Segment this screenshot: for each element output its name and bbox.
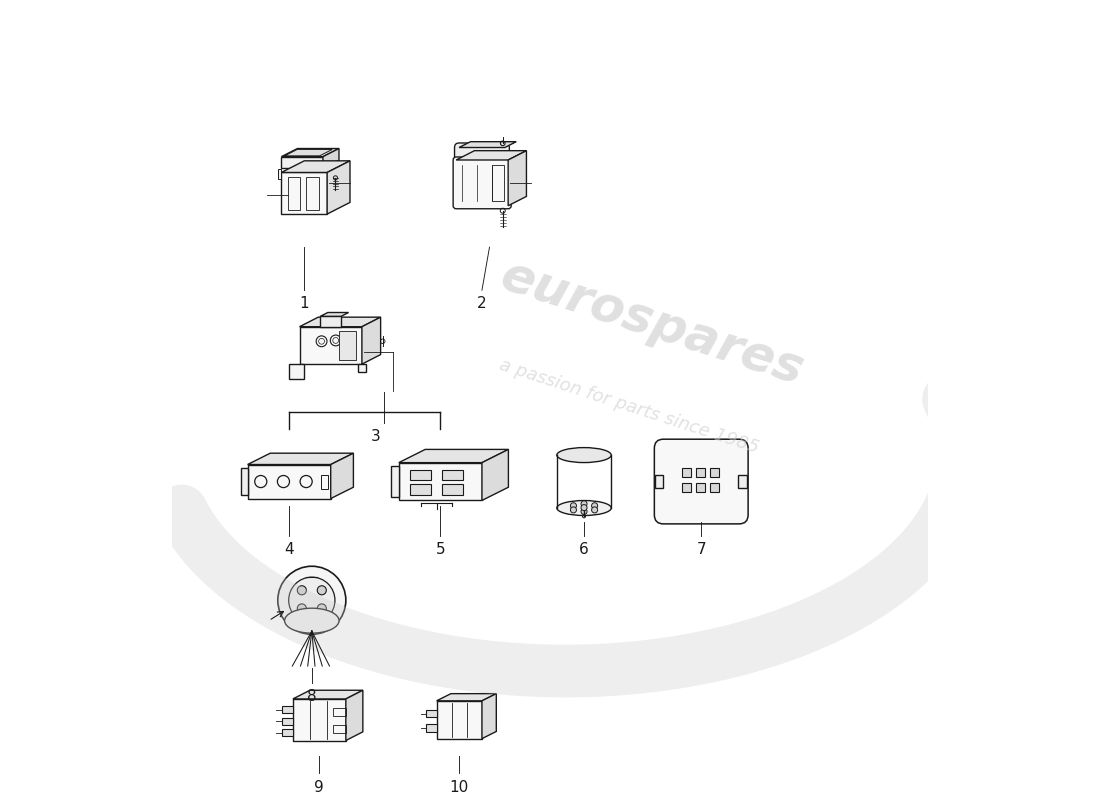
Polygon shape xyxy=(282,173,327,214)
Polygon shape xyxy=(299,317,381,326)
Polygon shape xyxy=(459,142,516,147)
Polygon shape xyxy=(410,470,431,481)
Polygon shape xyxy=(282,161,350,173)
Polygon shape xyxy=(682,482,691,492)
Polygon shape xyxy=(738,475,747,488)
Polygon shape xyxy=(362,317,381,364)
Polygon shape xyxy=(241,468,248,494)
Polygon shape xyxy=(392,466,399,497)
Polygon shape xyxy=(248,465,331,498)
FancyBboxPatch shape xyxy=(453,157,512,209)
Polygon shape xyxy=(323,149,339,168)
FancyBboxPatch shape xyxy=(654,439,748,524)
Polygon shape xyxy=(656,475,663,488)
Polygon shape xyxy=(711,468,719,478)
Circle shape xyxy=(297,604,307,613)
Circle shape xyxy=(592,507,597,513)
Polygon shape xyxy=(696,468,705,478)
Polygon shape xyxy=(456,150,527,160)
Polygon shape xyxy=(320,316,341,326)
Polygon shape xyxy=(399,450,508,462)
Polygon shape xyxy=(696,482,705,492)
Text: a passion for parts since 1985: a passion for parts since 1985 xyxy=(497,356,761,457)
Circle shape xyxy=(581,508,587,514)
Polygon shape xyxy=(399,462,482,501)
Polygon shape xyxy=(282,149,339,157)
Polygon shape xyxy=(293,690,363,699)
Polygon shape xyxy=(282,706,293,714)
Polygon shape xyxy=(289,364,304,378)
Polygon shape xyxy=(293,699,345,741)
Text: 9: 9 xyxy=(315,780,324,795)
Polygon shape xyxy=(320,313,349,316)
Text: 7: 7 xyxy=(696,542,706,557)
Circle shape xyxy=(278,566,345,634)
Ellipse shape xyxy=(557,447,612,462)
Circle shape xyxy=(571,502,576,509)
Polygon shape xyxy=(282,718,293,725)
Polygon shape xyxy=(682,468,691,478)
Polygon shape xyxy=(482,694,496,738)
Text: 4: 4 xyxy=(284,542,294,557)
Polygon shape xyxy=(437,694,496,701)
Polygon shape xyxy=(442,470,463,481)
Polygon shape xyxy=(339,331,355,360)
FancyBboxPatch shape xyxy=(454,143,509,165)
Polygon shape xyxy=(248,453,353,465)
Circle shape xyxy=(581,505,587,510)
Polygon shape xyxy=(331,453,353,498)
Circle shape xyxy=(317,604,327,613)
Polygon shape xyxy=(437,701,482,738)
Text: 3: 3 xyxy=(371,429,381,444)
Text: 8: 8 xyxy=(307,690,317,705)
Ellipse shape xyxy=(557,501,612,515)
Polygon shape xyxy=(327,161,350,214)
Polygon shape xyxy=(426,710,437,718)
Circle shape xyxy=(297,586,307,595)
Polygon shape xyxy=(282,729,293,736)
Text: 10: 10 xyxy=(450,780,469,795)
Polygon shape xyxy=(711,482,719,492)
Polygon shape xyxy=(442,484,463,494)
Polygon shape xyxy=(282,157,323,168)
Polygon shape xyxy=(410,484,431,494)
Text: 1: 1 xyxy=(299,296,309,311)
Circle shape xyxy=(592,502,597,509)
Polygon shape xyxy=(508,150,527,206)
Circle shape xyxy=(581,501,587,507)
Polygon shape xyxy=(426,724,437,732)
Text: eurospares: eurospares xyxy=(494,251,810,394)
Polygon shape xyxy=(299,326,362,364)
Text: 6: 6 xyxy=(580,542,588,557)
Polygon shape xyxy=(345,690,363,741)
Polygon shape xyxy=(358,364,366,373)
Circle shape xyxy=(571,507,576,513)
Polygon shape xyxy=(278,169,282,178)
Text: 2: 2 xyxy=(477,296,487,311)
Text: 5: 5 xyxy=(436,542,446,557)
Circle shape xyxy=(288,577,336,623)
Polygon shape xyxy=(482,450,508,501)
Ellipse shape xyxy=(285,608,339,633)
Circle shape xyxy=(317,586,327,595)
